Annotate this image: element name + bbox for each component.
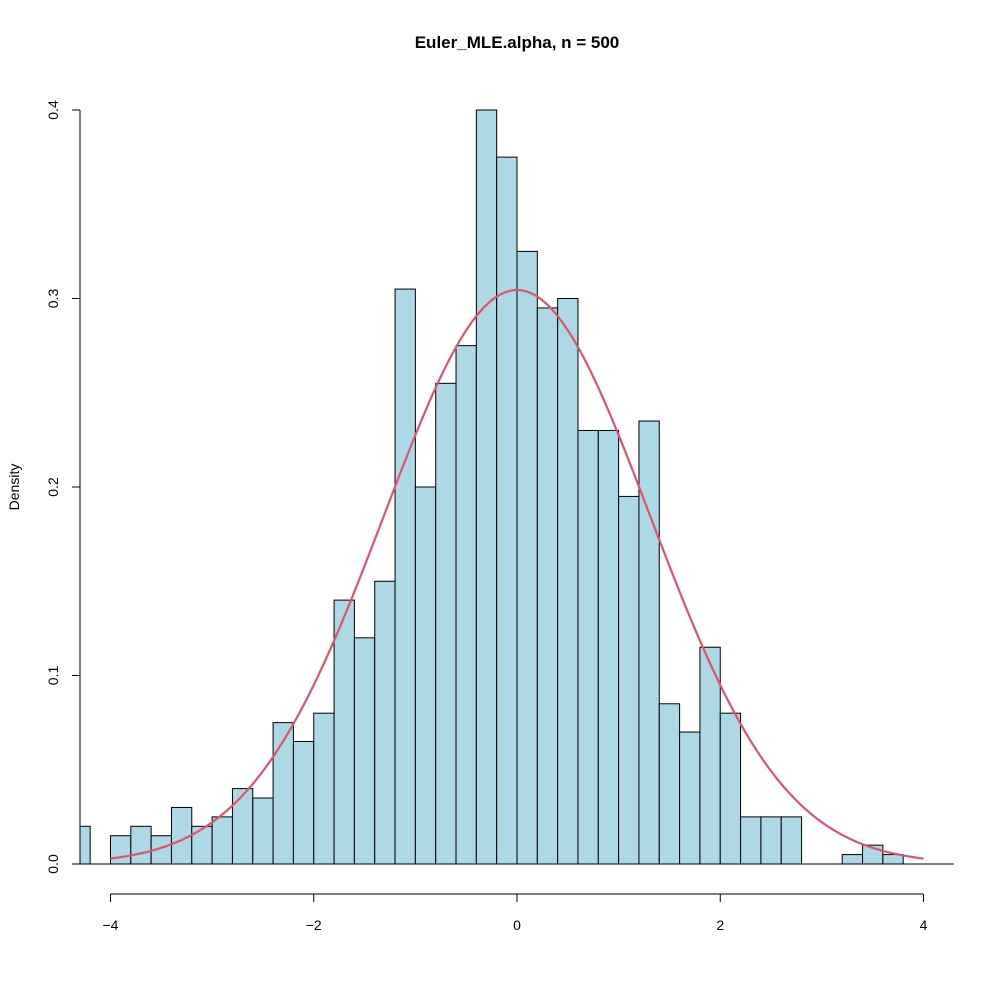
histogram-bar bbox=[292, 740, 315, 865]
x-tick-label: 2 bbox=[716, 917, 724, 933]
histogram-bar bbox=[719, 712, 742, 865]
histogram-bar bbox=[191, 825, 213, 865]
x-tick-label: −4 bbox=[103, 917, 119, 933]
x-tick-label: 4 bbox=[920, 917, 928, 933]
histogram-bar bbox=[536, 307, 559, 865]
histogram-bar bbox=[353, 637, 376, 865]
histogram-bar bbox=[658, 703, 681, 865]
histogram-bar bbox=[496, 156, 518, 865]
histogram-bar bbox=[130, 825, 152, 865]
histogram-bar bbox=[679, 731, 701, 865]
histogram-bar bbox=[760, 816, 782, 865]
y-tick-label: 0.3 bbox=[45, 289, 61, 309]
histogram-bar bbox=[109, 835, 132, 865]
histogram-bar bbox=[638, 420, 660, 865]
histogram-bar bbox=[577, 429, 599, 865]
histogram-bars bbox=[79, 109, 904, 865]
histogram-bar bbox=[740, 816, 762, 865]
y-tick-label: 0.0 bbox=[45, 854, 61, 874]
y-axis-label: Density bbox=[6, 464, 22, 511]
histogram-bar bbox=[414, 486, 437, 865]
chart-title: Euler_MLE.alpha, n = 500 bbox=[415, 33, 620, 52]
histogram-bar bbox=[841, 854, 864, 865]
histogram-bar bbox=[618, 495, 640, 865]
histogram-bar bbox=[272, 722, 294, 865]
histogram-bar bbox=[455, 345, 477, 865]
x-tick-label: 0 bbox=[513, 917, 521, 933]
y-tick-label: 0.1 bbox=[45, 666, 61, 686]
histogram-bar bbox=[211, 816, 233, 865]
histogram-bar bbox=[435, 382, 457, 865]
histogram-bar bbox=[882, 854, 904, 865]
histogram-bar bbox=[597, 429, 620, 865]
histogram-bar bbox=[516, 250, 538, 865]
histogram-bar bbox=[333, 599, 355, 865]
histogram-bar bbox=[780, 816, 803, 865]
density-curve bbox=[110, 288, 924, 860]
histogram-bar bbox=[374, 580, 396, 865]
histogram-bar bbox=[313, 712, 335, 865]
histogram-bar bbox=[231, 788, 254, 865]
histogram-bar bbox=[394, 288, 416, 865]
x-axis: −4 −2 0 2 4 bbox=[80, 863, 954, 933]
y-tick-label: 0.2 bbox=[45, 477, 61, 497]
y-axis: 0.0 0.1 0.2 0.3 0.4 bbox=[45, 100, 81, 874]
histogram-bar bbox=[79, 825, 91, 865]
histogram-bar bbox=[252, 797, 274, 865]
histogram-bar bbox=[557, 298, 579, 865]
histogram-bar bbox=[475, 109, 498, 865]
x-tick-label: −2 bbox=[306, 917, 322, 933]
y-tick-label: 0.4 bbox=[45, 100, 61, 120]
